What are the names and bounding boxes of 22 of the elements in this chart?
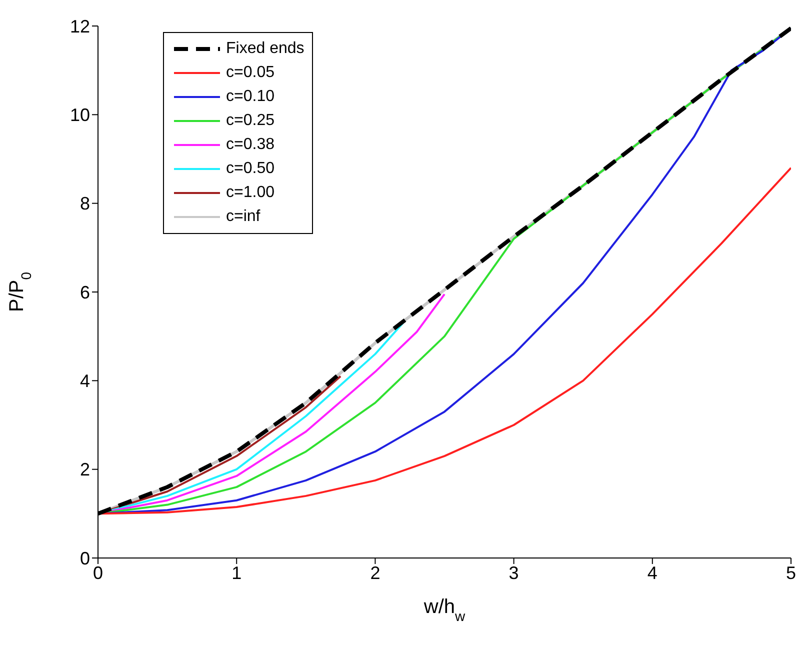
y-tick-label: 0 — [80, 548, 90, 568]
legend-label: c=0.38 — [226, 136, 274, 154]
x-tick-label: 4 — [647, 562, 658, 583]
x-tick-label: 0 — [92, 562, 104, 583]
y-tick-label: 6 — [80, 282, 90, 302]
legend-label: c=0.05 — [226, 64, 274, 82]
y-tick-label: 10 — [70, 105, 90, 126]
x-axis-title: w/h$_{w}$ — [422, 596, 466, 624]
legend-label: Fixed ends — [226, 40, 304, 58]
y-tick-label: 4 — [80, 371, 90, 392]
legend-label: c=0.50 — [226, 160, 274, 178]
legend-label: c=inf — [226, 208, 260, 226]
x-tick-label: 1 — [232, 562, 242, 583]
x-tick-label: 5 — [786, 562, 796, 583]
y-tick-label: 2 — [80, 460, 90, 480]
x-tick-label: 2 — [370, 562, 380, 583]
legend-label: c=0.10 — [226, 88, 274, 106]
x-tick-label: 3 — [508, 562, 519, 583]
y-tick-label: 8 — [80, 194, 90, 214]
legend-label: c=1.00 — [226, 184, 274, 202]
legend-label: c=0.25 — [226, 112, 274, 130]
y-tick-label: 12 — [70, 16, 90, 36]
